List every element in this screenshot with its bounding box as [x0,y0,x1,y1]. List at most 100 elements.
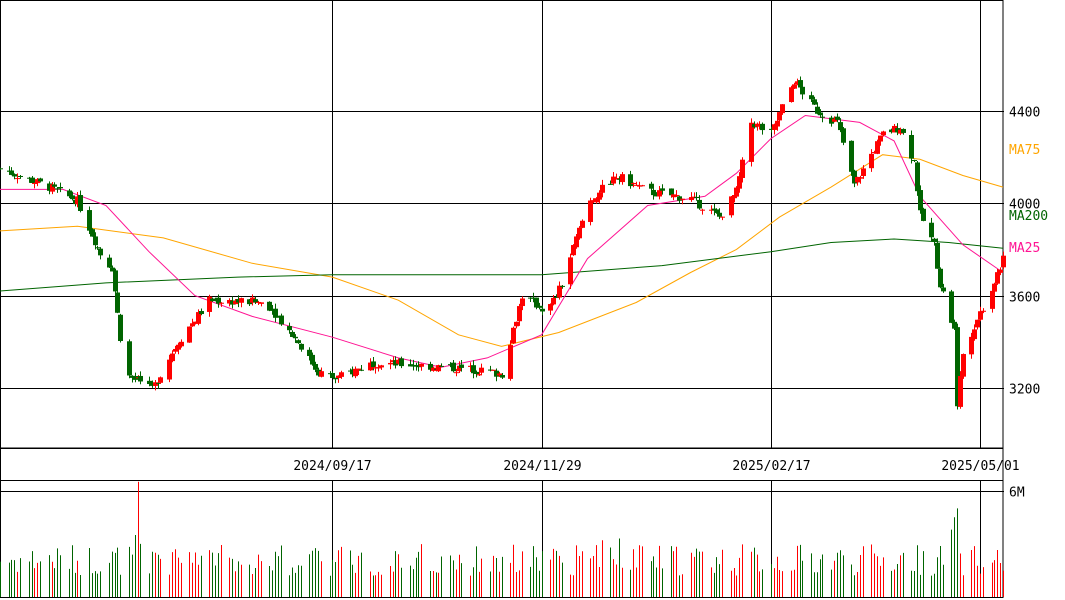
candle-body [975,319,980,328]
candle-body [600,184,605,193]
candle-body [720,216,725,218]
candle-body [611,176,616,184]
x-tick-label: 2025/02/17 [732,459,810,474]
candle-body [508,345,513,379]
candle-body [207,296,212,312]
candle-body [981,310,986,312]
candle-body [568,257,573,285]
candle-body [617,178,622,180]
volume-tick-label: 6M [1009,486,1025,501]
candle-body [700,209,705,211]
candle-body [972,329,977,340]
candle-body [474,371,479,375]
candle-body [18,175,23,177]
candle-body [219,302,224,304]
candle-body [792,84,797,89]
candle-body [872,152,877,154]
candle-body [9,170,14,175]
candle-body [717,212,722,217]
candle-body [929,222,934,238]
ma-line-ma75 [0,154,1004,347]
candle-body [694,197,699,199]
volume-frame [0,480,1004,598]
candle-body [313,364,318,370]
candle-body [439,365,444,367]
candle-body [995,272,1000,284]
candle-body [520,298,525,307]
candle-body [777,112,782,121]
candle-body [634,184,639,186]
candle-body [795,81,800,85]
candle-body [488,369,493,371]
candle-body [892,125,897,133]
candle-body [428,363,433,370]
candle-body [399,358,404,367]
candle-body [588,200,593,222]
candle-body [752,123,757,128]
candle-body [935,242,940,269]
candle-body [319,371,324,377]
candle-body [829,117,834,124]
candle-body [1001,255,1006,268]
ma75-label: MA75 [1009,143,1040,158]
candle-body [812,99,817,105]
candle-body [918,190,923,211]
candle-body [156,382,161,384]
candle-body [998,269,1003,273]
candle-body [256,301,261,303]
candle-body [233,300,238,305]
candle-body [620,174,625,183]
candle-body [310,354,315,365]
candle-body [371,361,376,368]
candle-body [554,296,559,298]
x-tick-label: 2024/09/17 [293,459,371,474]
candle-body [528,297,533,299]
candle-body [50,184,55,192]
y-tick-label: 4400 [1009,106,1040,121]
candle-body [709,209,714,211]
candle-body [379,365,384,368]
candle-body [213,298,218,300]
candle-body [350,369,355,375]
candle-body [333,377,338,380]
candle-body [416,365,421,368]
candle-body [90,229,95,237]
candle-body [339,372,344,377]
candle-body [494,370,499,377]
candle-body [267,301,272,311]
candle-body [113,270,118,292]
candle-body [577,227,582,239]
candle-body [537,305,542,308]
candle-body [901,128,906,133]
candle-body [270,309,275,311]
candle-body [674,195,679,197]
candle-body [32,182,37,184]
candle-body [938,268,943,288]
candle-body [153,382,158,386]
candle-body [898,129,903,134]
candle-body [895,128,900,133]
candle-body [594,198,599,203]
candle-body [95,247,100,249]
candle-body [187,326,192,343]
candle-body [193,321,198,324]
candle-body [210,298,215,302]
candle-body [597,192,602,200]
candle-body [571,245,576,256]
candle-body [531,297,536,299]
candle-body [227,300,232,304]
candle-body [253,299,258,303]
candle-body [436,365,441,372]
x-tick-label: 2025/05/01 [941,459,1019,474]
candle-body [359,369,364,371]
candle-body [173,348,178,352]
ma25-label: MA25 [1009,241,1040,256]
candle-body [12,174,17,177]
candle-body [411,364,416,367]
candle-body [878,135,883,142]
candle-body [749,122,754,162]
candle-body [958,375,963,407]
candle-body [514,321,519,327]
candle-body [697,199,702,209]
